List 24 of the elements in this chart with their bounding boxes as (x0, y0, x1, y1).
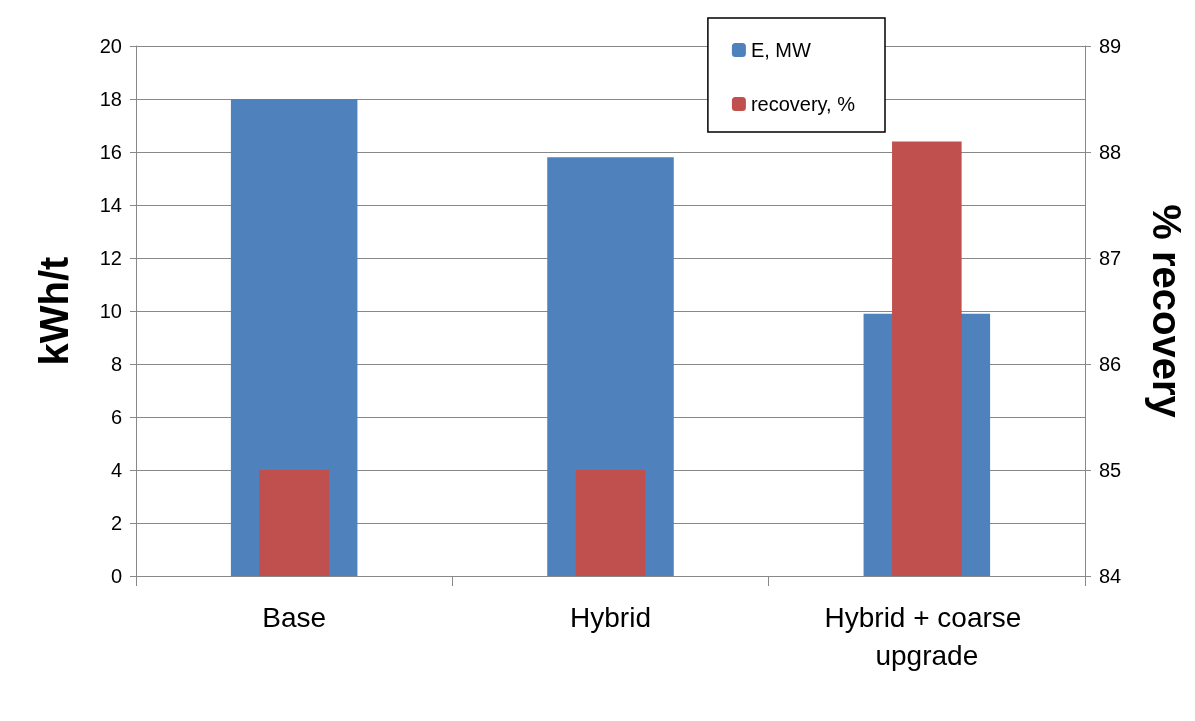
x-tick-label: Base (262, 601, 327, 633)
y-tick-label: 6 (110, 406, 122, 428)
y2-tick-label: 85 (1099, 459, 1122, 481)
y-tick-label: 8 (110, 353, 122, 375)
y2-tick-label: 89 (1099, 35, 1122, 57)
y-tick-label: 14 (99, 194, 122, 216)
y-tick-label: 10 (99, 300, 122, 322)
y-tick-label: 18 (99, 88, 122, 110)
x-tick-label: Hybrid (570, 601, 651, 633)
y-axis-title: kWh/t (32, 256, 76, 366)
y-tick-label: 4 (110, 459, 122, 481)
y2-tick-label: 84 (1099, 565, 1122, 587)
y-tick-label: 16 (99, 141, 122, 163)
y2-tick-label: 87 (1099, 247, 1122, 269)
x-tick-label: Hybrid + coarse upgrade (824, 601, 1030, 671)
y-tick-label: 20 (99, 35, 122, 57)
y2-tick-label: 86 (1099, 353, 1122, 375)
y-tick-label: 12 (99, 247, 122, 269)
y2-tick-label: 88 (1099, 141, 1122, 163)
legend-label: recovery, % (750, 93, 856, 115)
y-tick-label: 0 (110, 565, 122, 587)
legend-label: E, MW (750, 39, 812, 61)
y2-axis-title: % recovery (1145, 204, 1189, 419)
y-tick-label: 2 (110, 512, 122, 534)
